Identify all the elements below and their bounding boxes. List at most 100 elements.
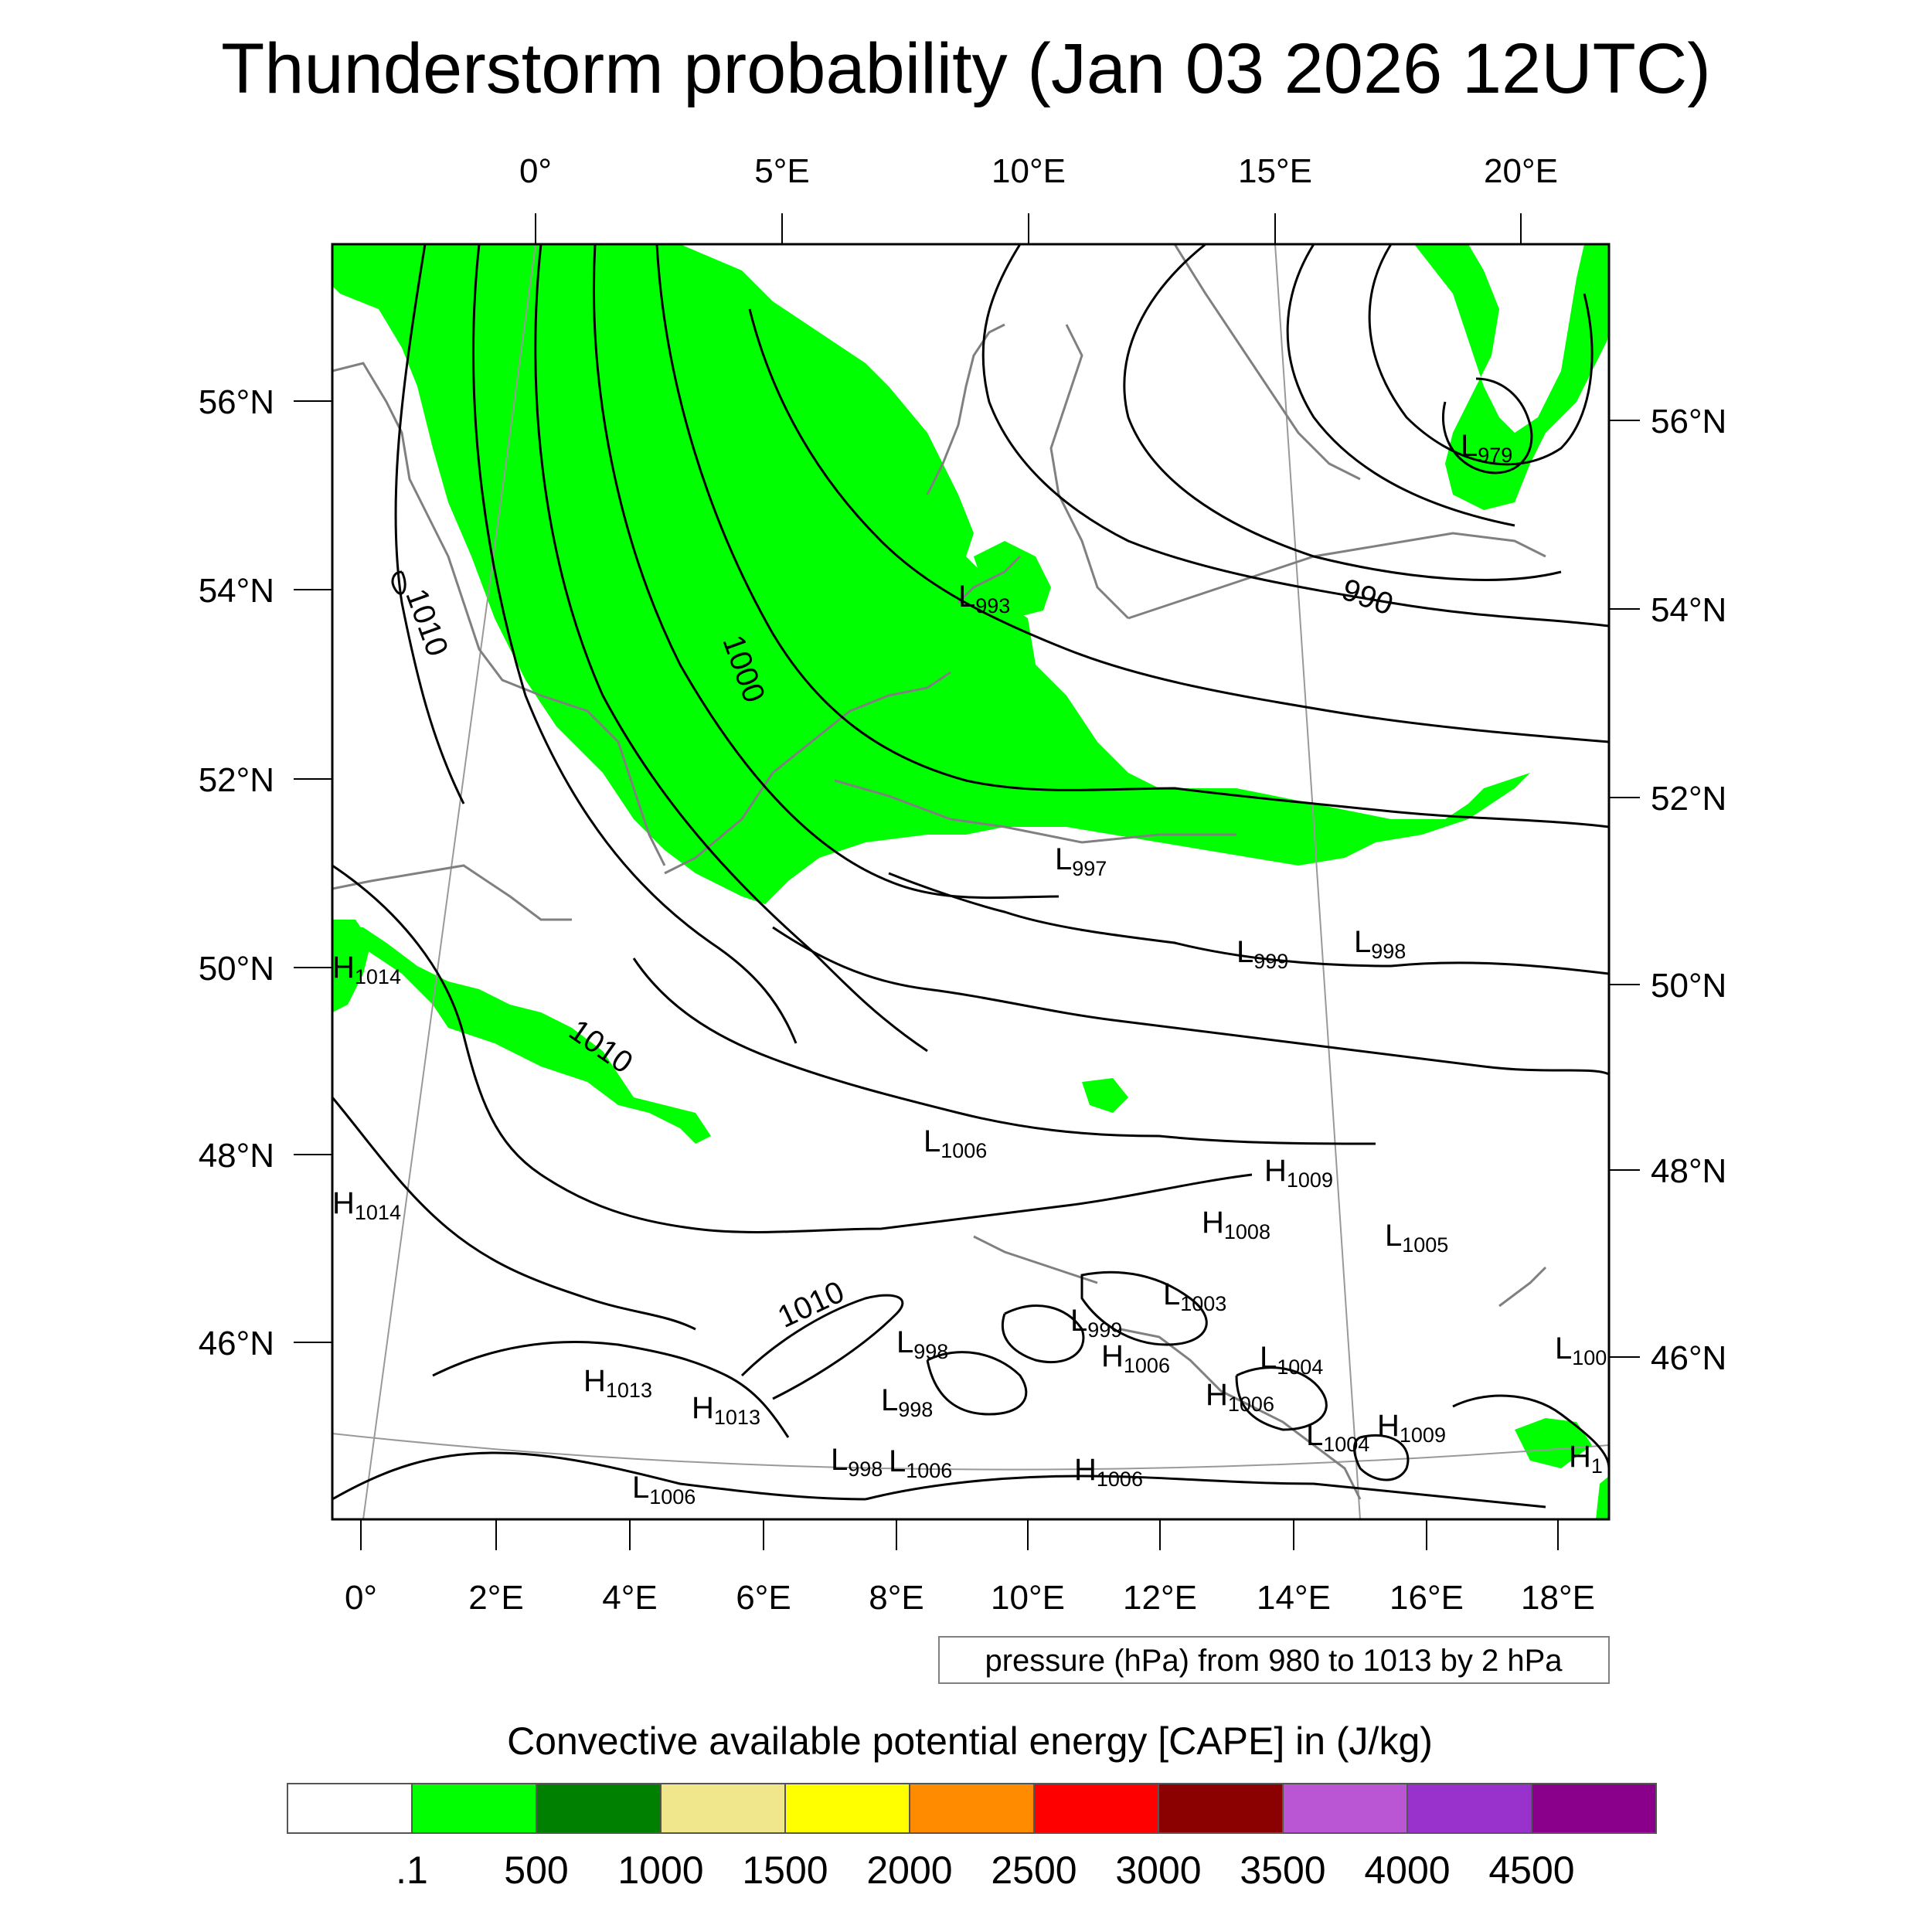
pressure-note: pressure (hPa) from 980 to 1013 by 2 hPa bbox=[985, 1644, 1563, 1678]
pressure-center: L1006 bbox=[889, 1444, 952, 1482]
colorbar-tick-label: 500 bbox=[504, 1849, 568, 1892]
pressure-centers: L979 L993 H1014 H1014 L997 L999 L998 L10… bbox=[332, 429, 1607, 1509]
pressure-type: L bbox=[1070, 1304, 1087, 1338]
pressure-center: L999 bbox=[1070, 1304, 1122, 1342]
pressure-type: L bbox=[1055, 842, 1072, 876]
colorbar-title: Convective available potential energy [C… bbox=[507, 1719, 1433, 1763]
pressure-center: L997 bbox=[1055, 842, 1107, 880]
colorbar-tick-label: 1000 bbox=[617, 1849, 703, 1892]
cape-region-bavaria bbox=[1082, 1078, 1128, 1113]
pressure-type: H bbox=[1377, 1409, 1400, 1443]
pressure-value: 1006 bbox=[1124, 1354, 1170, 1377]
pressure-center: L998 bbox=[1354, 925, 1406, 963]
lat-label: 52°N bbox=[1651, 780, 1726, 818]
pressure-note-box bbox=[938, 1636, 1610, 1684]
pressure-center: L1006 bbox=[923, 1124, 987, 1162]
pressure-type: H bbox=[692, 1391, 714, 1425]
colorbar-swatch bbox=[536, 1783, 662, 1834]
colorbar-tick-label: 3500 bbox=[1240, 1849, 1325, 1892]
pressure-center: H1006 bbox=[1074, 1453, 1143, 1491]
pressure-type: L bbox=[632, 1471, 649, 1505]
pressure-type: L bbox=[831, 1443, 848, 1477]
pressure-center: L1004 bbox=[1306, 1418, 1369, 1456]
colorbar-tick-label: 3000 bbox=[1115, 1849, 1201, 1892]
bottom-lon-labels: 0° 2°E 4°E 6°E 8°E 10°E 12°E 14°E 16°E 1… bbox=[345, 1579, 1595, 1617]
pressure-type: L bbox=[881, 1383, 898, 1417]
pressure-value: 1006 bbox=[649, 1485, 696, 1509]
colorbar: .1 500 1000 1500 2000 2500 3000 3500 4000 4500 bbox=[287, 1783, 1657, 1892]
pressure-value: 1009 bbox=[1287, 1168, 1333, 1192]
pressure-type: H bbox=[1074, 1453, 1097, 1487]
lon-label: 20°E bbox=[1484, 152, 1558, 190]
lat-label: 54°N bbox=[1651, 591, 1726, 629]
pressure-center: L999 bbox=[1236, 935, 1288, 973]
pressure-center: H1 bbox=[1569, 1440, 1603, 1478]
cape-region-islands bbox=[974, 541, 1051, 618]
lat-label: 48°N bbox=[1651, 1152, 1726, 1190]
lon-label: 4°E bbox=[602, 1579, 657, 1617]
pressure-center: L100 bbox=[1555, 1332, 1607, 1369]
colorbar-swatch bbox=[909, 1783, 1035, 1834]
pressure-type: L bbox=[1385, 1219, 1402, 1253]
plot-area: 1010 1010 1000 990 1010 L979 L993 H1014 … bbox=[332, 244, 1609, 1519]
cape-region-baltic bbox=[1414, 244, 1609, 510]
pressure-value: 1014 bbox=[355, 1201, 401, 1224]
pressure-type: L bbox=[889, 1444, 906, 1478]
pressure-type: H bbox=[1206, 1378, 1228, 1412]
colorbar-swatch bbox=[1158, 1783, 1284, 1834]
colorbar-tick-label: 4500 bbox=[1488, 1849, 1574, 1892]
lat-label: 50°N bbox=[199, 950, 274, 988]
lon-label: 15°E bbox=[1238, 152, 1312, 190]
pressure-value: 1006 bbox=[906, 1459, 952, 1482]
plot-frame bbox=[331, 243, 1611, 1521]
pressure-type: L bbox=[1354, 925, 1371, 959]
cape-region-se bbox=[1596, 1476, 1609, 1519]
graticule bbox=[332, 244, 1609, 1519]
pressure-center: L998 bbox=[881, 1383, 933, 1421]
pressure-type: L bbox=[958, 580, 975, 614]
pressure-center: H1008 bbox=[1202, 1206, 1270, 1243]
cape-region-france bbox=[332, 927, 711, 1144]
cape-region-ne bbox=[1515, 1418, 1592, 1468]
lon-label: 8°E bbox=[869, 1579, 923, 1617]
lon-label: 0° bbox=[519, 152, 552, 190]
pressure-type: H bbox=[1202, 1206, 1224, 1240]
lat-label: 52°N bbox=[199, 761, 274, 799]
pressure-type: L bbox=[1555, 1332, 1572, 1366]
pressure-value: 993 bbox=[975, 594, 1010, 617]
lon-label: 16°E bbox=[1389, 1579, 1464, 1617]
pressure-value: 1004 bbox=[1277, 1355, 1323, 1379]
lat-label: 56°N bbox=[1651, 403, 1726, 440]
right-lat-labels: 56°N 54°N 52°N 50°N 48°N 46°N bbox=[1651, 403, 1726, 1377]
pressure-center: L998 bbox=[831, 1443, 883, 1481]
lat-label: 46°N bbox=[1651, 1339, 1726, 1377]
pressure-center: L979 bbox=[1461, 429, 1512, 467]
colorbar-swatch bbox=[784, 1783, 910, 1834]
left-lat-labels: 56°N 54°N 52°N 50°N 48°N 46°N bbox=[199, 383, 274, 1362]
colorbar-swatch bbox=[1033, 1783, 1159, 1834]
colorbar-swatch bbox=[411, 1783, 537, 1834]
pressure-type: L bbox=[923, 1124, 940, 1158]
pressure-value: 998 bbox=[1371, 940, 1406, 963]
pressure-value: 1006 bbox=[1228, 1393, 1274, 1416]
map-title: Thunderstorm probability (Jan 03 2026 12… bbox=[221, 29, 1711, 108]
pressure-center: H1009 bbox=[1377, 1409, 1446, 1447]
pressure-value: 1003 bbox=[1180, 1292, 1226, 1315]
pressure-value: 1006 bbox=[1097, 1468, 1143, 1491]
lon-label: 18°E bbox=[1521, 1579, 1595, 1617]
lon-label: 12°E bbox=[1123, 1579, 1197, 1617]
pressure-type: L bbox=[1236, 935, 1253, 969]
cape-region-northsea bbox=[332, 244, 1530, 904]
lat-label: 56°N bbox=[199, 383, 274, 421]
pressure-center: H1013 bbox=[583, 1364, 652, 1402]
cape-shading bbox=[332, 244, 1609, 1519]
pressure-value: 1013 bbox=[714, 1406, 760, 1429]
pressure-value: 100 bbox=[1572, 1346, 1607, 1369]
pressure-type: L bbox=[1306, 1418, 1323, 1452]
pressure-type: H bbox=[583, 1364, 606, 1398]
pressure-type: H bbox=[332, 951, 355, 985]
colorbar-tick-label: 2500 bbox=[991, 1849, 1077, 1892]
pressure-center: L1006 bbox=[632, 1471, 696, 1509]
colorbar-tick-label: .1 bbox=[396, 1849, 428, 1892]
